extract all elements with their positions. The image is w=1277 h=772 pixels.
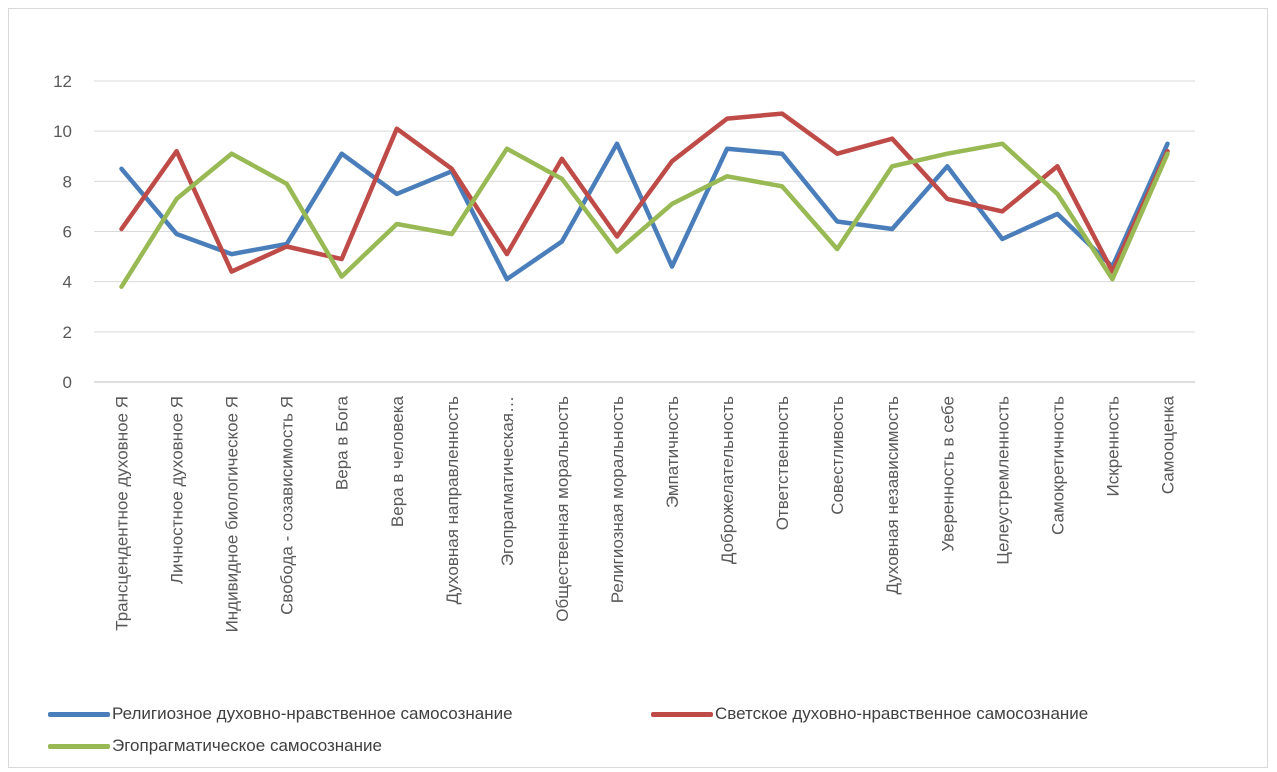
x-tick-label: Самокретичность (1048, 396, 1067, 535)
legend-label-secular: Светское духовно-нравственное самосознан… (715, 704, 1089, 723)
x-tick-label: Вера в человека (388, 395, 407, 527)
x-tick-label: Духовная направленность (443, 396, 462, 604)
x-tick-label: Религиозная моральность (608, 396, 627, 603)
legend-item-egopragmatic: Эгопрагматическое самосознание (48, 736, 382, 756)
x-tick-label: Духовная независимость (883, 396, 902, 595)
series-line-2 (119, 141, 1170, 289)
x-tick-label: Самооценка (1158, 395, 1177, 494)
x-tick-label: Эмпатичность (663, 396, 682, 508)
legend-swatch-religious (48, 711, 110, 717)
x-tick-label: Индивидное биологическое Я (223, 396, 242, 632)
series-line-0 (119, 141, 1170, 282)
x-tick-label: Вера в Бога (333, 395, 352, 490)
y-tick-label: 12 (53, 72, 72, 91)
x-tick-label: Личностное духовное Я (168, 396, 187, 584)
legend-swatch-egopragmatic (48, 743, 110, 749)
y-tick-label: 6 (63, 223, 72, 242)
legend-item-secular: Светское духовно-нравственное самосознан… (651, 704, 1088, 724)
legend-label-egopragmatic: Эгопрагматическое самосознание (112, 736, 382, 755)
x-tick-label: Уверенность в себе (938, 396, 957, 552)
y-tick-label: 8 (63, 172, 72, 191)
x-tick-label: Свобода - созависимость Я (278, 396, 297, 615)
x-tick-label: Трансцендентное духовное Я (113, 396, 132, 631)
legend-swatch-secular (651, 711, 713, 717)
series-line-1 (119, 111, 1170, 274)
y-tick-label: 10 (53, 122, 72, 141)
y-tick-label: 2 (63, 323, 72, 342)
x-tick-label: Эгопрагматическая… (498, 396, 517, 566)
legend-item-religious: Религиозное духовно-нравственное самосоз… (48, 704, 513, 724)
y-tick-label: 4 (63, 273, 72, 292)
x-tick-label: Совестливость (828, 396, 847, 515)
x-tick-label: Ответственность (773, 396, 792, 530)
x-tick-label: Общественная моральность (553, 396, 572, 622)
x-tick-label: Целеустремленность (993, 396, 1012, 565)
y-tick-label: 0 (63, 373, 72, 392)
chart-frame (8, 8, 1268, 768)
x-tick-label: Искренность (1103, 396, 1122, 497)
legend-label-religious: Религиозное духовно-нравственное самосоз… (112, 704, 513, 723)
x-tick-label: Доброжелательность (718, 396, 737, 564)
